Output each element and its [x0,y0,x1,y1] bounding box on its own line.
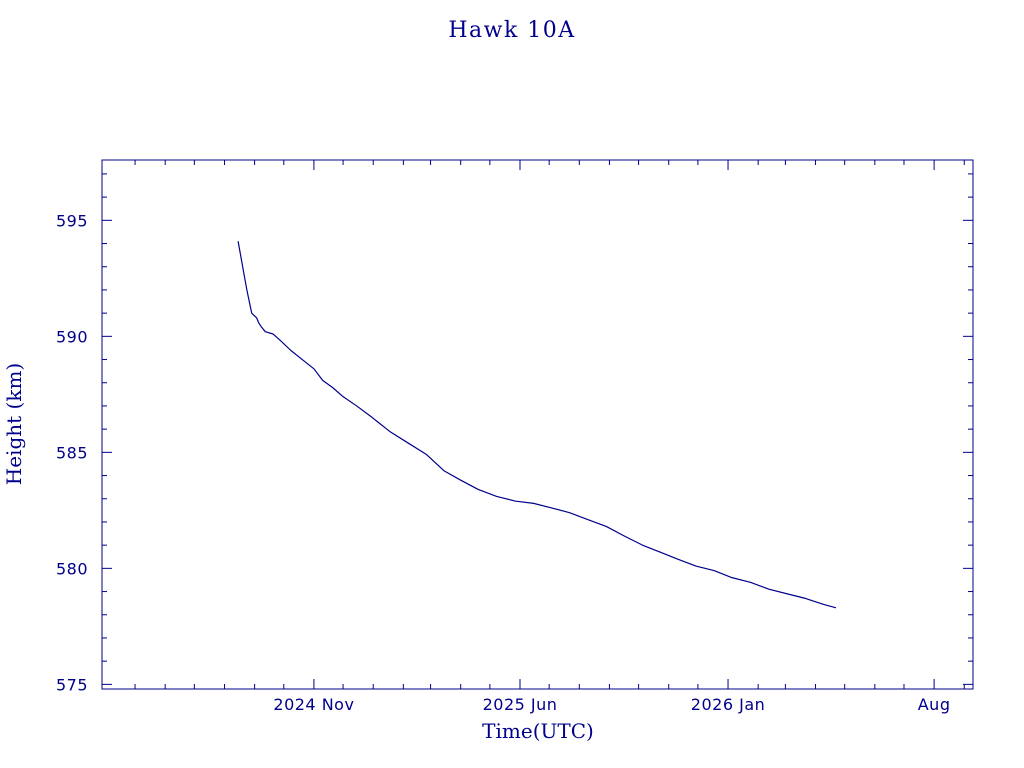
x-tick-label: 2026 Jan [691,695,765,714]
y-axis-title: Height (km) [2,363,26,485]
x-axis-title: Time(UTC) [482,719,594,743]
y-tick-label: 590 [56,327,88,346]
y-tick-label: 585 [56,443,88,462]
y-tick-label: 595 [56,211,88,230]
plot-frame [101,159,974,690]
y-tick-label: 575 [56,675,88,694]
y-ticks: 575 580 585 590 595 [56,173,973,694]
x-tick-label: 2024 Nov [273,695,354,714]
x-tick-label: 2025 Jun [483,695,558,714]
chart-title: Hawk 10A [448,18,575,43]
height-series-line [237,241,837,609]
y-tick-label: 580 [56,559,88,578]
x-tick-label: Aug [918,695,951,714]
series-layer [237,241,837,609]
x-ticks: 2024 Nov 2025 Jun 2026 Jan Aug [134,160,965,714]
